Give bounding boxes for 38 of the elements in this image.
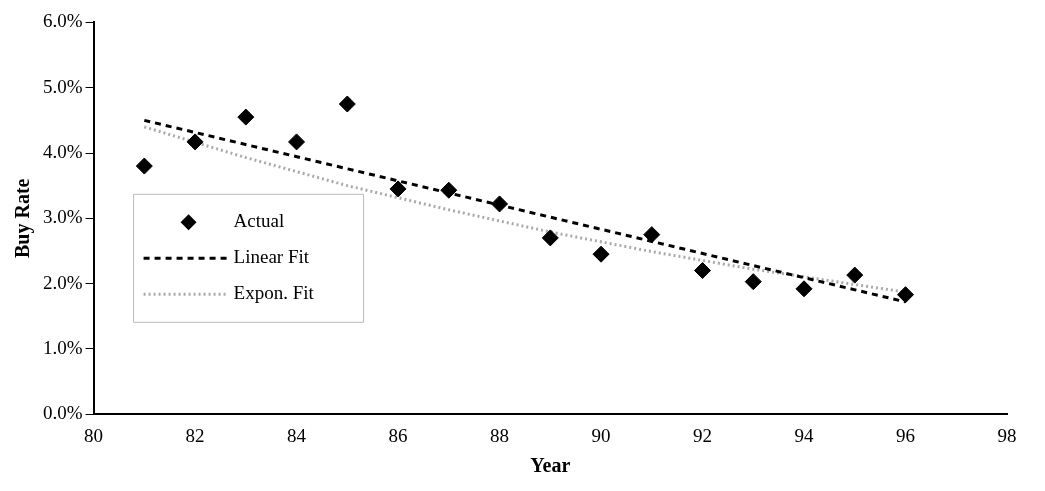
y-tick-label: 5.0% (43, 75, 83, 97)
y-tick-label: 4.0% (43, 140, 83, 162)
point (186, 133, 204, 151)
y-tick-label: 6.0% (43, 10, 83, 32)
point (897, 286, 915, 304)
y-tick-label: 1.0% (43, 336, 83, 358)
y-tick-label: 0.0% (43, 402, 83, 424)
x-axis-title: Year (530, 454, 571, 477)
point (237, 108, 255, 126)
x-tick-label: 88 (490, 424, 510, 446)
point (541, 229, 559, 247)
x-tick-label: 84 (287, 424, 307, 446)
point (694, 262, 712, 280)
y-tick-label: 2.0% (43, 271, 83, 293)
legend-label: Actual (233, 210, 285, 232)
point (846, 266, 864, 284)
point (288, 133, 306, 151)
x-tick-label: 86 (388, 424, 408, 446)
y-tick-label: 3.0% (43, 206, 83, 228)
point (643, 226, 661, 244)
point (491, 195, 509, 213)
x-tick-label: 92 (693, 424, 713, 446)
x-tick-label: 80 (84, 424, 104, 446)
point (440, 181, 458, 199)
point (135, 157, 153, 175)
point (389, 180, 407, 198)
point (338, 95, 356, 113)
point (795, 280, 813, 298)
legend-label: Expon. Fit (233, 282, 315, 304)
point (744, 273, 762, 291)
x-tick-label: 90 (591, 424, 611, 446)
legend-label: Linear Fit (233, 246, 310, 268)
x-tick-label: 82 (185, 424, 205, 446)
point (592, 245, 610, 263)
y-axis-title: Buy Rate (11, 178, 35, 259)
x-tick-label: 94 (794, 424, 815, 446)
x-tick-label: 96 (896, 424, 916, 446)
x-tick-label: 98 (997, 424, 1017, 446)
